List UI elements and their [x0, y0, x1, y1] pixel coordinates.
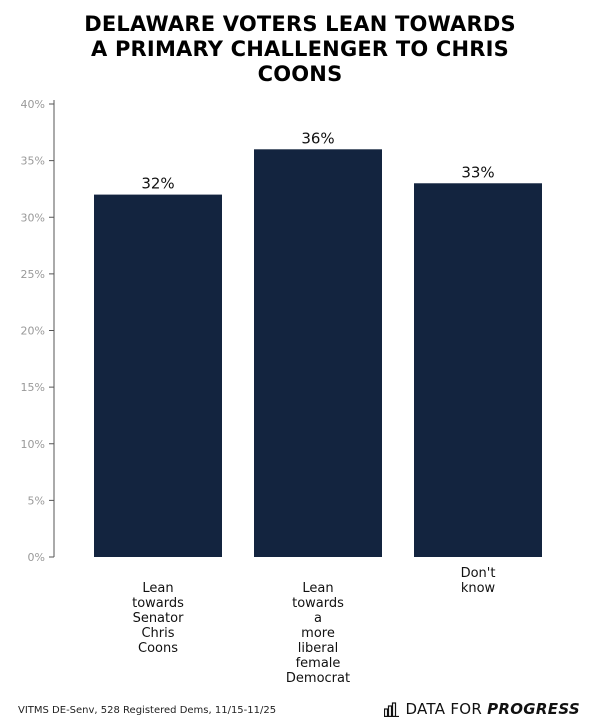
- brand-logo: DATA FOR PROGRESS: [384, 700, 580, 718]
- y-tick-label: 0%: [28, 551, 45, 564]
- x-category-label-line: Coons: [138, 641, 178, 656]
- bar: [414, 183, 542, 557]
- x-category-label-line: more: [301, 626, 335, 641]
- data-labels: 32% 36% 33%: [141, 129, 494, 192]
- y-axis: 0% 5% 10% 15% 20% 25% 30% 35% 40%: [21, 98, 55, 564]
- y-tick-label: 15%: [21, 381, 45, 394]
- bar-data-label: 33%: [461, 163, 494, 181]
- y-tick-label: 35%: [21, 155, 45, 168]
- y-tick-label: 25%: [21, 268, 45, 281]
- y-tick-label: 20%: [21, 325, 45, 338]
- bar: [254, 149, 382, 558]
- x-category-label: Lean towards Senator Chris Coons: [132, 581, 184, 656]
- x-category-label-line: liberal: [298, 641, 338, 656]
- x-category-label-line: Democrat: [286, 671, 350, 686]
- x-category-label-line: Lean: [302, 581, 333, 596]
- x-category-label-line: know: [461, 581, 496, 596]
- y-tick-label: 30%: [21, 211, 45, 224]
- bar-data-label: 36%: [301, 129, 334, 147]
- brand-text-data-for: DATA FOR: [405, 700, 483, 718]
- y-tick-label: 5%: [28, 494, 45, 507]
- x-category-label-line: Chris: [141, 626, 174, 641]
- chart-title-line-1: DELAWARE VOTERS LEAN TOWARDS: [84, 12, 516, 36]
- x-category-label: Lean towards a more liberal female Democrat: [286, 581, 350, 686]
- x-category-label-line: towards: [292, 596, 344, 611]
- x-category-label-line: female: [296, 656, 341, 671]
- x-category-label-line: towards: [132, 596, 184, 611]
- y-tick-label: 40%: [21, 98, 45, 111]
- source-note: VITMS DE-Senv, 528 Registered Dems, 11/1…: [18, 705, 277, 716]
- bars: [94, 149, 542, 558]
- chart-title: DELAWARE VOTERS LEAN TOWARDS A PRIMARY C…: [0, 12, 600, 87]
- chart-title-line-3: COONS: [257, 62, 343, 86]
- y-tick-label: 10%: [21, 438, 45, 451]
- bar-chart-logo-icon: [384, 701, 400, 717]
- x-category-label: Don't know: [461, 566, 496, 596]
- x-category-label-line: a: [314, 611, 322, 626]
- x-category-label-line: Don't: [461, 566, 496, 581]
- x-category-label-line: Lean: [142, 581, 173, 596]
- bar-data-label: 32%: [141, 175, 174, 193]
- chart-title-line-2: A PRIMARY CHALLENGER TO CHRIS: [91, 37, 509, 61]
- x-category-label-line: Senator: [133, 611, 185, 626]
- bar: [94, 194, 222, 557]
- brand-text-progress: PROGRESS: [487, 700, 580, 718]
